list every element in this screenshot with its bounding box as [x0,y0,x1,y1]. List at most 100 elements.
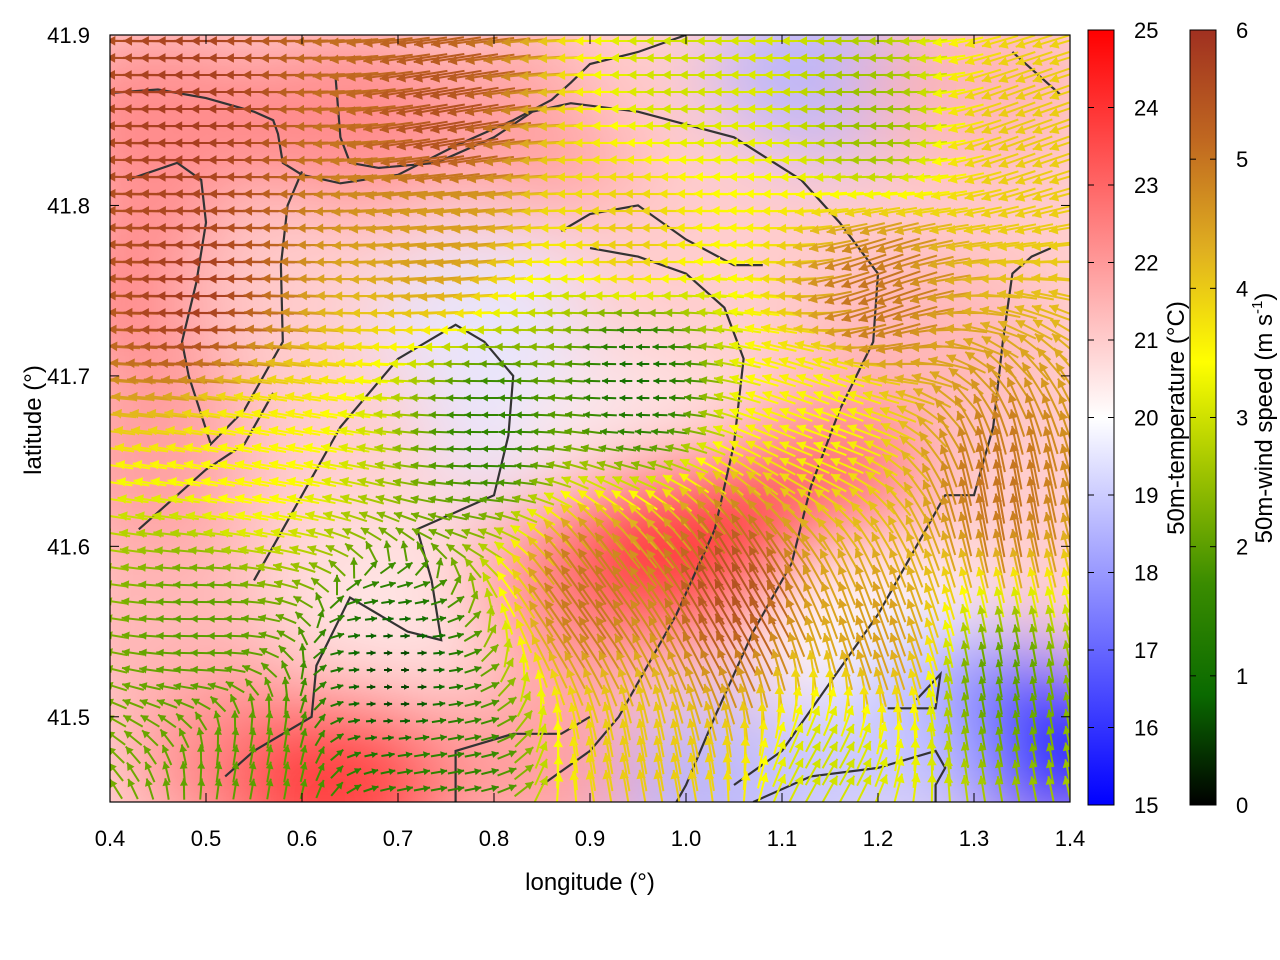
wind-vector [1032,35,1070,49]
wind-vector [619,377,633,385]
wind-vector [156,699,178,709]
wind-vector [583,377,601,385]
x-tick-label: 1.1 [767,826,798,851]
wind-vector [366,701,376,707]
wind-vector [379,121,431,134]
wind-vector [837,564,856,606]
wind-vector [110,447,135,453]
wind-vector [611,565,641,605]
wind-vector [745,374,779,387]
wind-vector [668,360,686,368]
wind-vector [777,340,815,353]
wind-vector [1031,304,1070,321]
wind-vector [268,442,304,453]
wind-vector [1009,510,1023,558]
wind-vector [744,323,780,334]
y-tick-label: 41.7 [47,364,90,389]
wind-vector [330,781,344,797]
wind-vector [970,378,996,418]
wind-vector [825,687,837,721]
wind-vector [568,702,580,740]
wind-vector [943,774,954,802]
wind-vector [942,619,955,653]
wind-vector [767,614,791,658]
wind-vector [715,630,741,676]
wind-vector [718,665,738,709]
wind-vector [954,395,978,435]
wind-vector [234,442,270,453]
wind-vector [481,784,499,793]
wind-vector [910,239,954,253]
wind-vector [302,391,338,402]
wind-vector [110,681,128,692]
wind-vector [754,666,769,708]
wind-vector [325,544,349,558]
wind-vector [979,305,1021,319]
wind-vector [1026,547,1040,589]
wind-vector [1029,693,1038,715]
wind-vector [517,635,530,671]
wind-vector [282,778,291,800]
wind-vector [564,342,586,351]
wind-vector [392,494,418,504]
wind-vector [398,734,412,741]
wind-vector [1061,604,1070,633]
wind-vector [1045,759,1055,785]
wind-vector [413,86,465,100]
wind-vector [858,287,904,306]
x-tick-label: 0.6 [287,826,318,851]
wind-vector [927,341,971,351]
wind-vector [669,377,685,385]
wind-vector [795,356,831,371]
wind-vector [729,391,761,404]
wind-vector [830,390,864,405]
wind-vector [543,492,573,508]
wind-vector [792,258,834,269]
wind-vector [998,67,1036,83]
wind-vector [796,373,830,388]
wind-vector [560,581,590,623]
wind-vector [855,615,873,657]
wind-vector [392,478,418,487]
wind-vector [906,565,924,605]
wind-vector [147,425,187,436]
x-tick-label: 0.7 [383,826,414,851]
wind-vector [140,714,160,728]
wind-vector [944,323,988,334]
wind-vector [121,631,145,640]
wind-vector [393,511,417,522]
wind-vector [772,756,787,788]
wind-vector [1040,377,1062,419]
wind-vector [346,783,362,795]
wind-vector [249,374,289,385]
wind-vector [392,461,418,470]
wind-vector [366,650,376,656]
wind-vector [981,335,1019,359]
wind-vector [855,649,872,691]
wind-vector [110,631,128,640]
wind-vector [684,666,703,708]
wind-vector [150,477,184,487]
wind-vector [547,376,569,385]
wind-vector [560,517,590,551]
wind-vector [498,411,516,419]
wind-vector [908,686,920,722]
wind-vector [745,424,779,440]
wind-vector [1009,528,1023,574]
wind-vector [800,532,826,570]
wind-vector [847,441,881,457]
wind-vector [139,698,161,709]
wind-vector [1029,623,1038,649]
wind-vector [841,287,887,306]
wind-vector [380,785,396,792]
wind-vector [698,630,724,676]
wind-vector [537,705,547,737]
wind-vector [649,444,671,453]
wind-vector [899,172,931,183]
wind-vector [396,561,414,575]
wind-vector [713,358,743,368]
wind-vector [712,440,744,458]
wind-vector [668,394,686,402]
wind-vector [792,686,803,722]
wind-vector [264,676,274,698]
